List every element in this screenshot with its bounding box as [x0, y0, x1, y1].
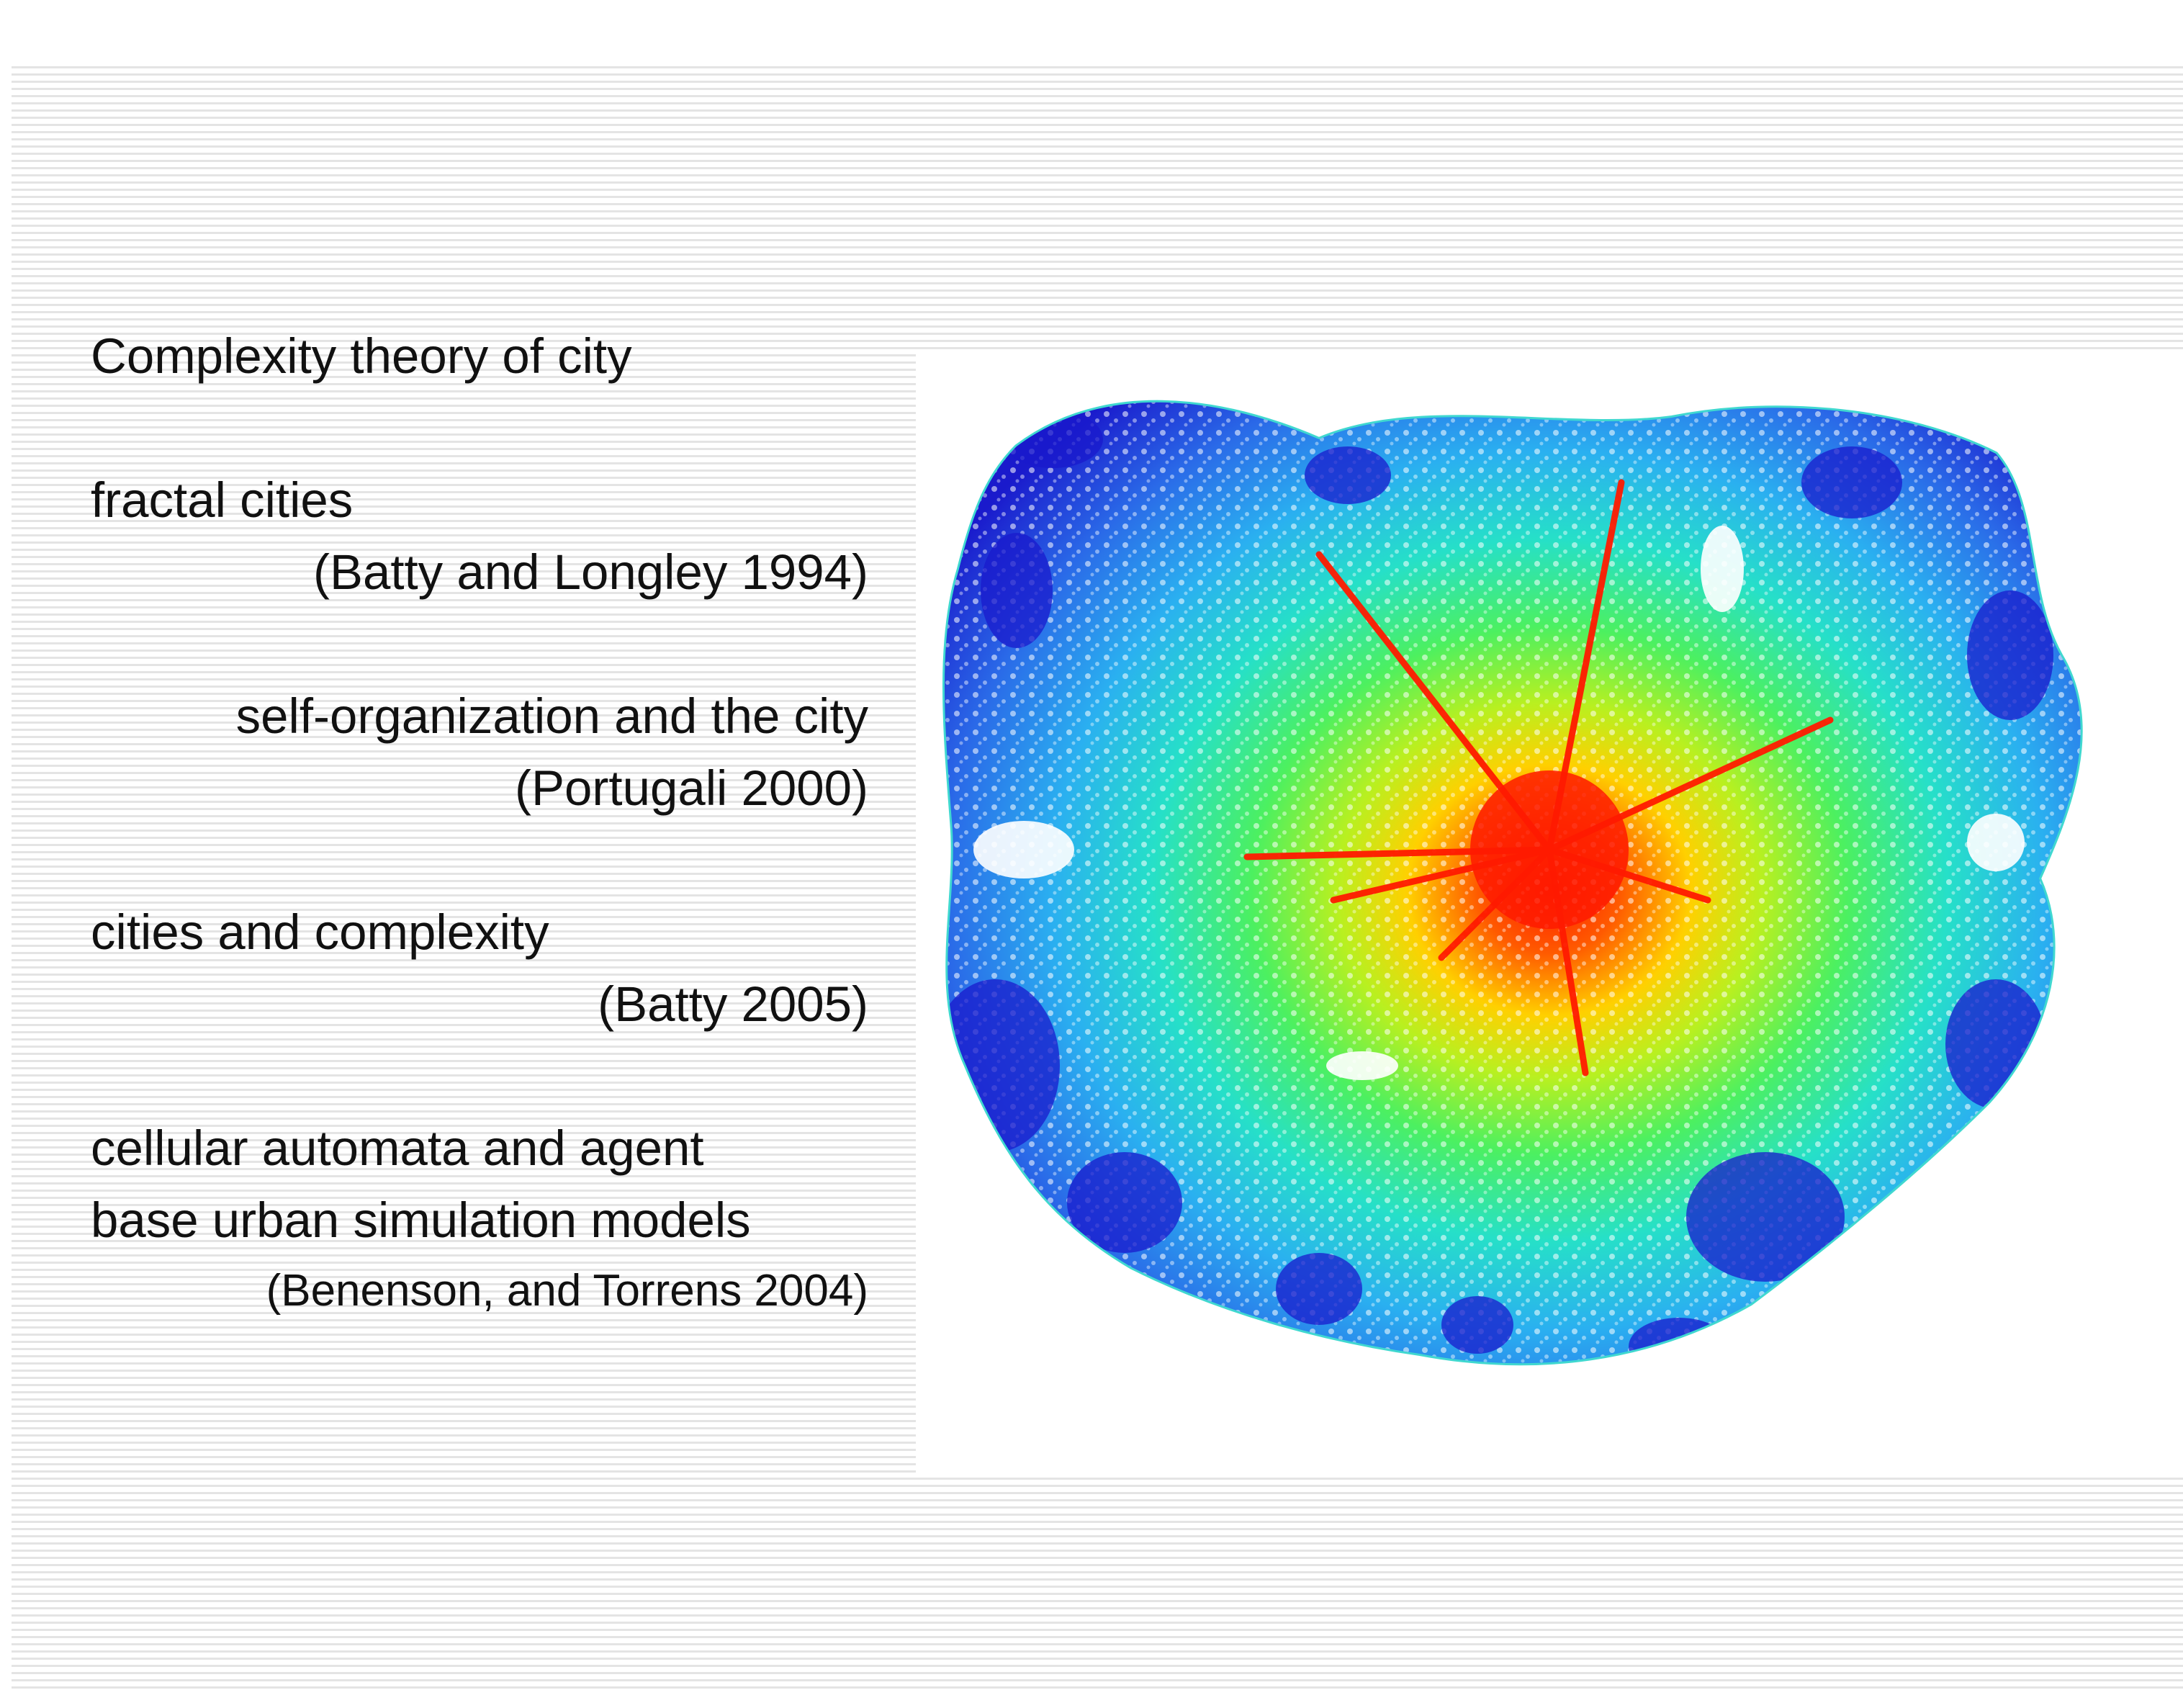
item-title-self-organization: self-organization and the city	[235, 688, 868, 744]
item-title-cellular-automata-line2: base urban simulation models	[91, 1192, 751, 1248]
item-title-fractal-cities: fractal cities	[91, 472, 354, 528]
item-title-cellular-automata-line1: cellular automata and agent	[91, 1120, 704, 1176]
map-fill	[945, 402, 2081, 1364]
item-citation-portugali: (Portugali 2000)	[515, 760, 868, 816]
item-title-cities-complexity: cities and complexity	[91, 904, 549, 960]
heading: Complexity theory of city	[91, 328, 632, 384]
item-citation-batty-longley: (Batty and Longley 1994)	[312, 544, 868, 600]
item-citation-batty: (Batty 2005)	[598, 976, 868, 1032]
item-citation-benenson-torrens: (Benenson, and Torrens 2004)	[266, 1266, 868, 1316]
map-svg	[942, 400, 2083, 1366]
network-density-map	[916, 353, 2183, 1473]
